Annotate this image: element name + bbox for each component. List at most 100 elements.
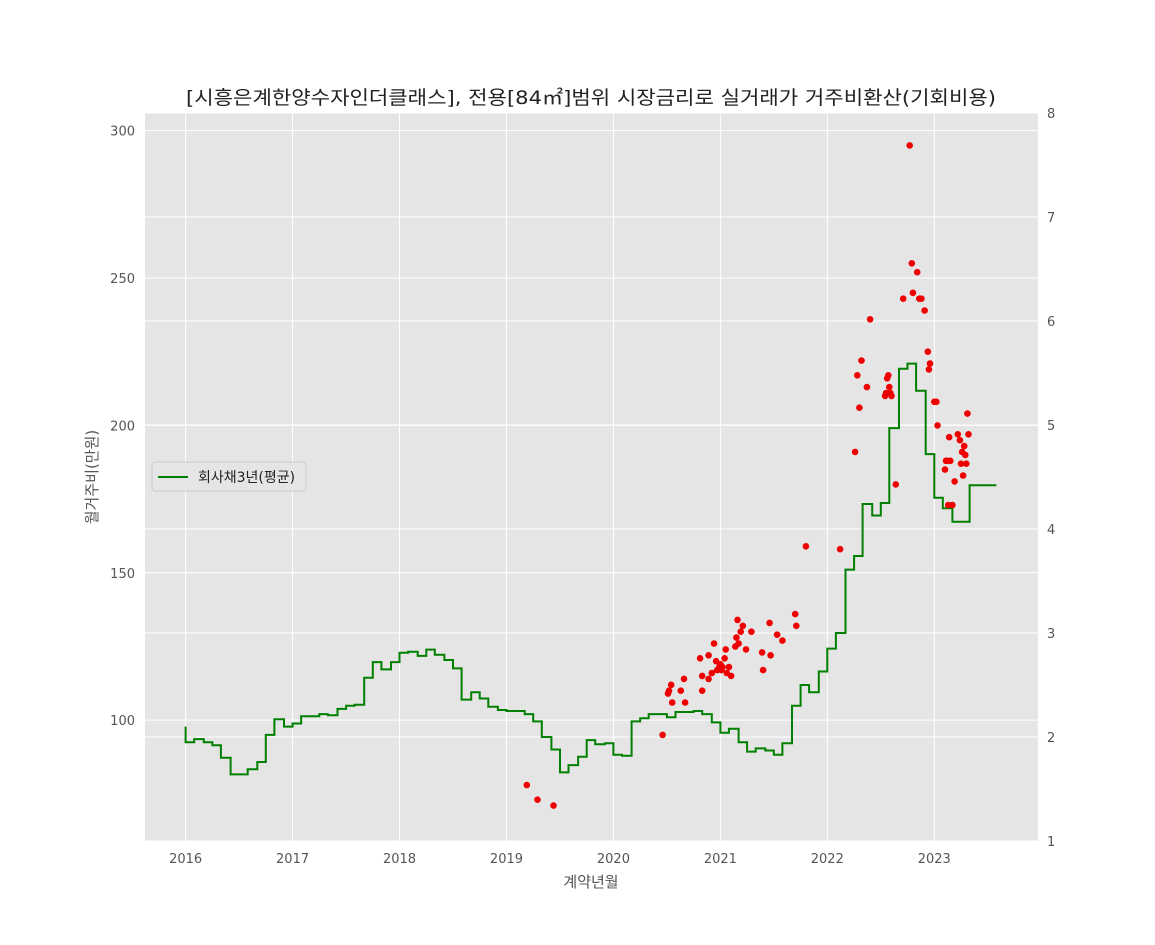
transaction-point — [892, 481, 900, 488]
transaction-point — [933, 398, 940, 406]
transaction-point — [722, 646, 729, 653]
transaction-point — [934, 422, 941, 429]
y-left-tick-label: 250 — [110, 272, 135, 287]
y-right-tick-label: 5 — [1047, 419, 1055, 434]
transaction-point — [681, 699, 689, 706]
y-right-tick-label: 1 — [1047, 835, 1055, 850]
transaction-point — [668, 699, 676, 706]
transaction-point — [793, 622, 800, 630]
x-axis-title: 계약년월 — [563, 873, 618, 891]
y-right-tick-label: 4 — [1047, 523, 1055, 538]
transaction-point — [899, 295, 907, 303]
transaction-point — [888, 392, 895, 400]
transaction-point — [963, 460, 970, 468]
transaction-point — [959, 472, 967, 479]
legend: 회사채3년(평균) — [151, 461, 307, 492]
tick-labels: 2016 2017 2018 2019 2020 2021 2022 2023 100 150 20… — [110, 107, 1055, 867]
transaction-point — [779, 637, 786, 644]
chart-title: [시흥은계한양수자인더클래스], 전용[84㎡]범위 시장금리로 실거래가 거주… — [186, 86, 996, 109]
x-tick-label: 2019 — [490, 852, 523, 867]
transaction-point — [758, 649, 766, 656]
transaction-point — [908, 260, 916, 267]
transaction-point — [698, 687, 706, 694]
transaction-point — [913, 268, 921, 276]
transaction-point — [719, 663, 726, 671]
transaction-point — [705, 652, 712, 659]
x-tick-label: 2018 — [383, 852, 416, 867]
y-right-tick-label: 6 — [1047, 315, 1055, 330]
transaction-point — [921, 307, 928, 314]
transaction-point — [854, 372, 861, 379]
transaction-point — [802, 543, 810, 550]
transaction-point — [941, 466, 949, 473]
transaction-point — [962, 451, 969, 459]
transaction-point — [960, 442, 968, 450]
transaction-point — [696, 655, 704, 662]
transaction-point — [735, 640, 742, 647]
transaction-point — [918, 295, 925, 303]
transaction-point — [924, 348, 932, 356]
y-left-tick-label: 300 — [110, 125, 135, 140]
transaction-point — [725, 663, 733, 671]
transaction-point — [550, 802, 557, 809]
y-left-tick-label: 150 — [110, 567, 135, 582]
y-right-tick-label: 7 — [1047, 211, 1055, 226]
y-left-tick-label: 100 — [110, 714, 135, 729]
transaction-point — [886, 383, 893, 391]
transaction-point — [677, 687, 685, 694]
transaction-point — [858, 357, 865, 364]
transaction-point — [523, 781, 531, 789]
transaction-point — [791, 610, 799, 618]
transaction-point — [945, 433, 953, 441]
transaction-point — [773, 631, 781, 638]
transaction-point — [909, 289, 917, 297]
transaction-point — [957, 460, 965, 468]
grid — [145, 112, 1038, 842]
y-right-tick-label: 3 — [1047, 627, 1055, 642]
x-tick-label: 2023 — [918, 852, 951, 867]
y-right-tick-label: 2 — [1047, 731, 1055, 746]
x-tick-label: 2017 — [276, 852, 309, 867]
transaction-point — [956, 436, 964, 444]
corporate-bond-3y-step-line — [184, 362, 997, 776]
x-tick-label: 2020 — [597, 852, 630, 867]
transaction-point — [667, 681, 675, 689]
transaction-point — [698, 672, 706, 680]
transaction-point — [836, 545, 844, 553]
x-tick-label: 2021 — [704, 852, 737, 867]
transaction-point — [766, 619, 773, 627]
transaction-point — [710, 640, 718, 647]
transaction-point — [739, 622, 747, 630]
transaction-point — [965, 431, 972, 438]
transaction-point — [954, 431, 962, 438]
transaction-point — [885, 372, 892, 379]
transaction-point — [734, 616, 741, 624]
transaction-point — [947, 457, 954, 465]
transaction-point — [727, 672, 735, 680]
y-right-tick-label: 8 — [1047, 107, 1055, 122]
y-axis-title: 월거주비(만원) — [83, 430, 101, 525]
transaction-point — [721, 655, 728, 662]
data-layer — [184, 142, 997, 809]
legend-label: 회사채3년(평균) — [198, 470, 295, 486]
transaction-point — [866, 316, 874, 323]
x-tick-label: 2016 — [169, 852, 202, 867]
transaction-point — [659, 731, 666, 739]
transaction-point — [863, 383, 871, 391]
transaction-point — [759, 666, 767, 674]
transaction-point — [949, 501, 956, 509]
transaction-point — [951, 478, 958, 485]
transaction-point — [748, 628, 755, 635]
transaction-point — [705, 675, 712, 683]
transaction-point — [856, 404, 863, 412]
transaction-point — [742, 646, 750, 653]
legend-box — [151, 461, 307, 492]
transaction-point — [737, 628, 744, 635]
transaction-point — [767, 652, 774, 659]
transaction-point — [925, 366, 933, 373]
x-tick-label: 2022 — [811, 852, 844, 867]
y-left-tick-label: 200 — [110, 419, 135, 434]
transaction-point — [534, 796, 541, 803]
transaction-point — [708, 669, 716, 677]
